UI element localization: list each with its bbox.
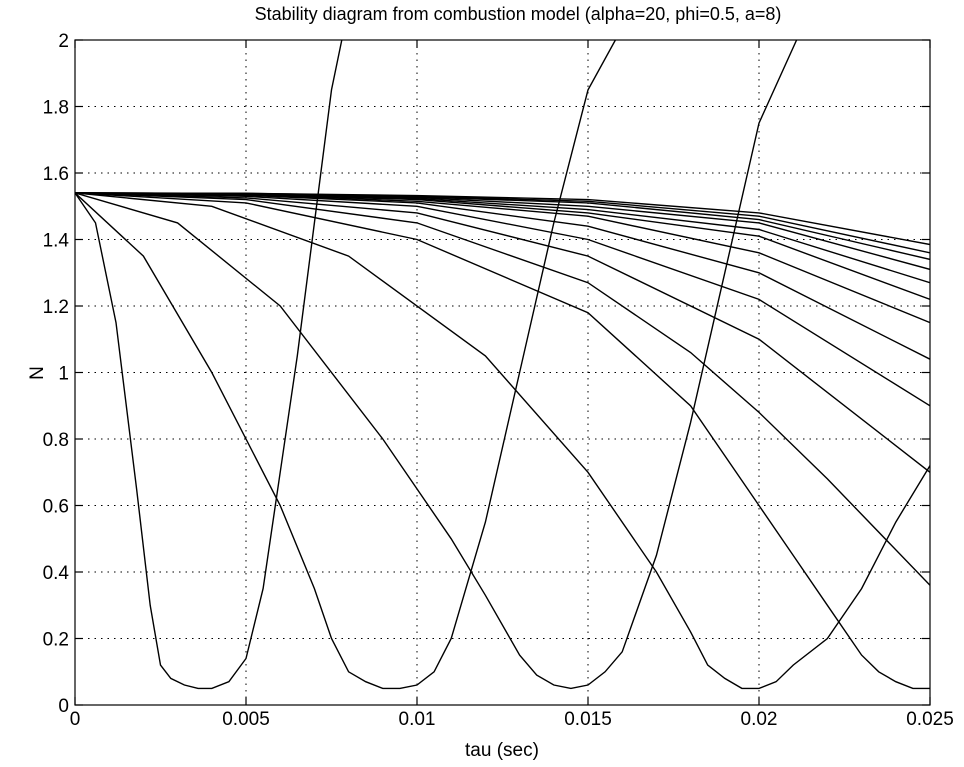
series-layer xyxy=(75,40,930,690)
y-tick-label: 0.8 xyxy=(43,430,69,451)
series-line-8 xyxy=(75,192,930,407)
y-tick-label: 0.2 xyxy=(43,630,69,651)
series-line-16 xyxy=(75,192,930,246)
series-line-14 xyxy=(75,192,930,261)
series-line-10 xyxy=(75,192,930,324)
x-tick-label: 0.005 xyxy=(222,709,270,730)
x-tick-label: 0 xyxy=(70,709,81,730)
series-line-3 xyxy=(75,40,798,690)
series-line-4 xyxy=(75,192,930,690)
y-tick-label: 0.4 xyxy=(43,563,70,584)
x-tick-label: 0.01 xyxy=(399,709,436,730)
y-tick-label: 1 xyxy=(58,364,69,385)
y-tick-label: 1.2 xyxy=(43,297,69,318)
series-line-2 xyxy=(75,40,617,690)
x-tick-label: 0.025 xyxy=(906,709,954,730)
series-line-5 xyxy=(75,192,930,690)
series-line-7 xyxy=(75,192,930,473)
y-axis-label: N xyxy=(27,366,48,380)
x-axis-label: tau (sec) xyxy=(465,740,539,761)
x-tick-label: 0.02 xyxy=(741,709,778,730)
tick-layer: 0 0.005 0.01 0.015 0.02 0.025 0 0.2 0.4 0.6 0.8 1 1.… xyxy=(43,31,954,730)
series-line-1 xyxy=(75,40,343,690)
y-tick-label: 1.4 xyxy=(43,231,70,252)
grid-layer xyxy=(75,40,930,705)
y-tick-label: 0 xyxy=(58,696,69,717)
y-tick-label: 1.8 xyxy=(43,98,69,119)
y-tick-label: 1.6 xyxy=(43,164,69,185)
chart-title: Stability diagram from combustion model … xyxy=(255,4,782,24)
series-line-6 xyxy=(75,192,930,586)
y-tick-label: 2 xyxy=(58,31,69,52)
x-tick-label: 0.015 xyxy=(564,709,612,730)
y-tick-label: 0.6 xyxy=(43,497,69,518)
